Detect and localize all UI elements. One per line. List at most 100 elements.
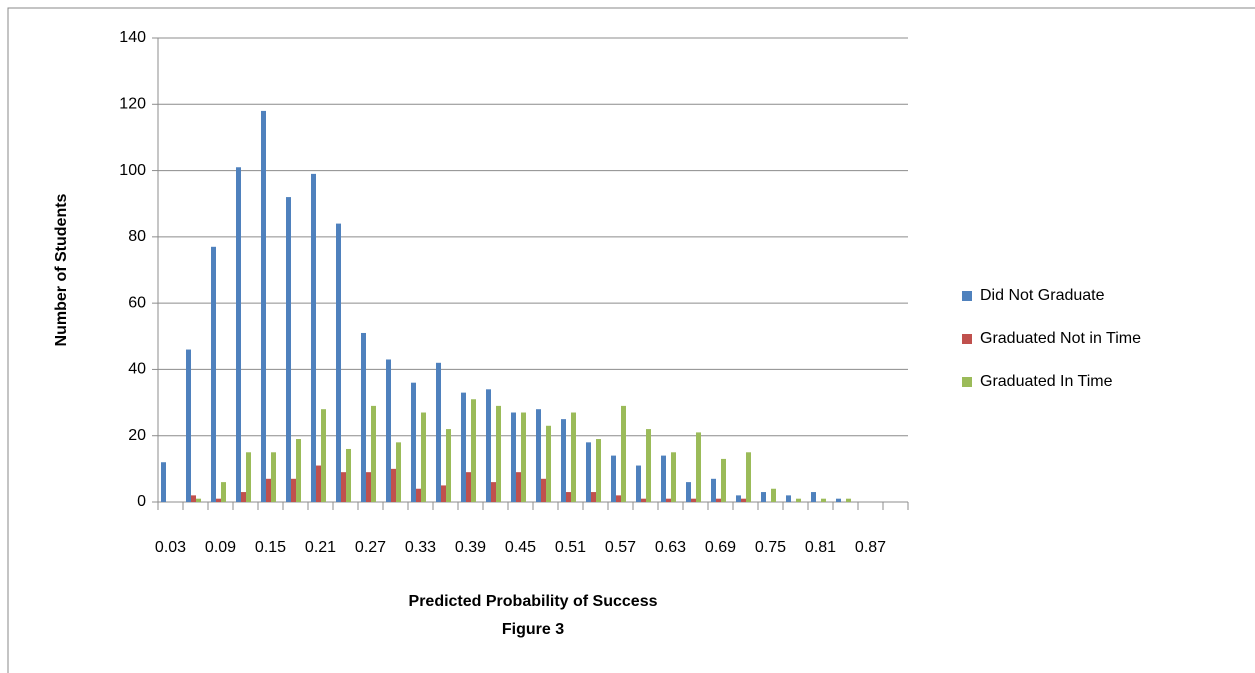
- bar: [346, 448, 351, 502]
- bar: [566, 492, 571, 502]
- bar: [316, 465, 321, 502]
- legend-label: Graduated In Time: [980, 373, 1113, 390]
- bar: [761, 492, 766, 502]
- bar: [591, 492, 596, 502]
- bar: [291, 478, 296, 502]
- x-tick-label: 0.09: [205, 539, 236, 556]
- bar: [216, 498, 221, 502]
- bar: [236, 167, 241, 502]
- bar: [691, 498, 696, 502]
- bar: [321, 409, 326, 502]
- bar: [846, 498, 851, 502]
- bar: [536, 409, 541, 502]
- bar: [246, 452, 251, 502]
- bar: [261, 110, 266, 503]
- bar: [821, 498, 826, 502]
- bar: [421, 412, 426, 502]
- bar: [736, 495, 741, 502]
- bar: [746, 452, 751, 502]
- y-tick-label: 60: [128, 294, 146, 311]
- x-tick-label: 0.87: [855, 539, 886, 556]
- bar: [586, 442, 591, 502]
- bar: [666, 498, 671, 502]
- caption: Figure 3: [502, 621, 564, 638]
- x-tick-label: 0.27: [355, 539, 386, 556]
- y-tick-label: 120: [119, 96, 146, 113]
- bar: [636, 465, 641, 502]
- x-tick-label: 0.75: [755, 539, 786, 556]
- bar: [721, 458, 726, 502]
- bar: [336, 223, 341, 502]
- bar: [441, 485, 446, 502]
- bar: [541, 478, 546, 502]
- bar: [266, 478, 271, 502]
- bar: [516, 472, 521, 502]
- bar: [286, 197, 291, 503]
- bar: [386, 359, 391, 502]
- legend-label: Did Not Graduate: [980, 287, 1105, 304]
- legend-swatch: [962, 334, 972, 344]
- x-tick-label: 0.81: [805, 539, 836, 556]
- bar: [491, 482, 496, 502]
- bar: [436, 362, 441, 502]
- bar: [466, 472, 471, 502]
- bar: [486, 389, 491, 502]
- bar: [696, 432, 701, 502]
- bar: [221, 482, 226, 502]
- bar: [161, 462, 166, 502]
- bar: [196, 498, 201, 502]
- bar: [396, 442, 401, 502]
- bar: [571, 412, 576, 502]
- bar: [496, 405, 501, 502]
- bar: [711, 478, 716, 502]
- y-tick-label: 140: [119, 29, 146, 46]
- x-tick-label: 0.15: [255, 539, 286, 556]
- bar: [511, 412, 516, 502]
- bar: [716, 498, 721, 502]
- bar: [616, 495, 621, 502]
- bar: [661, 455, 666, 502]
- legend-swatch: [962, 291, 972, 301]
- bar: [391, 468, 396, 502]
- bar: [641, 498, 646, 502]
- bar: [271, 452, 276, 502]
- bar: [211, 246, 216, 502]
- x-axis-title: Predicted Probability of Success: [409, 593, 658, 610]
- bar: [191, 495, 196, 502]
- y-axis-title: Number of Students: [53, 193, 70, 346]
- bar: [671, 452, 676, 502]
- bar: [811, 492, 816, 502]
- bar: [741, 498, 746, 502]
- bar: [186, 349, 191, 502]
- bar: [611, 455, 616, 502]
- bar: [296, 439, 301, 502]
- bar: [341, 472, 346, 502]
- bar: [546, 425, 551, 502]
- x-tick-label: 0.33: [405, 539, 436, 556]
- chart-border: [7, 7, 1255, 673]
- bar: [361, 332, 366, 502]
- y-tick-label: 20: [128, 427, 146, 444]
- y-tick-label: 0: [137, 493, 146, 510]
- bar: [411, 382, 416, 502]
- x-tick-label: 0.69: [705, 539, 736, 556]
- bar: [461, 392, 466, 502]
- bar: [416, 488, 421, 502]
- bar: [686, 482, 691, 502]
- x-tick-label: 0.51: [555, 539, 586, 556]
- bar: [796, 498, 801, 502]
- x-tick-label: 0.45: [505, 539, 536, 556]
- x-tick-label: 0.57: [605, 539, 636, 556]
- bar: [561, 419, 566, 502]
- x-tick-label: 0.39: [455, 539, 486, 556]
- y-tick-label: 40: [128, 361, 146, 378]
- bar: [366, 472, 371, 502]
- bar: [311, 173, 316, 502]
- bar: [596, 439, 601, 502]
- bar: [771, 488, 776, 502]
- bar: [836, 498, 841, 502]
- y-tick-label: 80: [128, 228, 146, 245]
- legend-swatch: [962, 377, 972, 387]
- bar: [471, 399, 476, 502]
